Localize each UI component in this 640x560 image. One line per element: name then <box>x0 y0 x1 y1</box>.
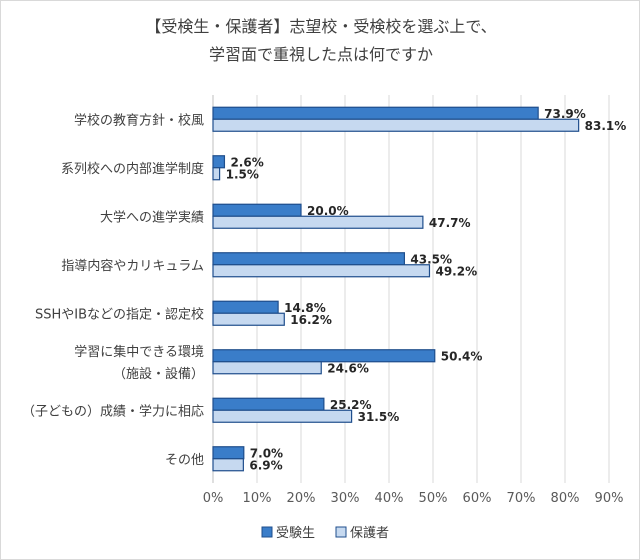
chart-title-line-2: 学習面で重視した点は何ですか <box>208 45 433 64</box>
bar-parent <box>212 264 431 278</box>
bar-student <box>212 397 325 411</box>
bar-parent <box>212 167 221 181</box>
bar-student <box>212 446 245 460</box>
x-tick-label: 0% <box>203 491 224 506</box>
data-labels: 73.9%83.1% 2.6%1.5% 20.0% 47.7% 43.5%49.2% 14… <box>226 107 627 473</box>
data-label: 16.2% <box>290 313 332 327</box>
legend-label: 保護者 <box>350 525 389 541</box>
category-label: SSHやIBなどの指定・認定校 <box>35 306 204 322</box>
bar-student <box>212 300 279 314</box>
x-tick-label: 60% <box>463 491 492 506</box>
x-tick-label: 70% <box>507 491 536 506</box>
data-label: 83.1% <box>585 119 627 133</box>
category-labels: 学校の教育方針・校風系列校への内部進学制度大学への進学実績指導内容やカリキュラム… <box>22 112 204 468</box>
bar-parent <box>212 458 244 472</box>
data-label: 50.4% <box>441 349 483 363</box>
bar-parent <box>212 409 353 423</box>
bar-parent <box>212 312 285 326</box>
data-label: 14.8% <box>284 301 326 315</box>
x-tick-label: 20% <box>287 491 316 506</box>
x-tick-label: 90% <box>595 491 624 506</box>
data-label: 24.6% <box>327 361 369 375</box>
x-tick-label: 30% <box>331 491 360 506</box>
bar-student <box>212 349 436 363</box>
x-tick-label: 10% <box>243 491 272 506</box>
chart-title-line-1: 【受検生・保護者】志望校・受検校を選ぶ上で、 <box>145 17 497 36</box>
legend-label: 受験生 <box>276 526 315 541</box>
category-label: 学習に集中できる環境 <box>74 344 204 360</box>
data-label: 73.9% <box>544 107 586 121</box>
data-label: 7.0% <box>250 446 283 460</box>
x-tick-label: 50% <box>419 491 448 506</box>
x-tick-labels: 0% 10% 20% 30% 40% 50% 60% 70% 80% 90% <box>203 491 624 506</box>
data-label: 6.9% <box>249 458 282 472</box>
bar-parent <box>212 118 580 132</box>
category-label: 大学への進学実績 <box>100 209 204 225</box>
bar-parent <box>212 215 424 229</box>
bar-student <box>212 252 405 266</box>
category-label: 指導内容やカリキュラム <box>61 258 204 274</box>
data-label: 2.6% <box>230 155 263 169</box>
data-label: 43.5% <box>410 252 452 266</box>
data-label: 47.7% <box>429 216 471 230</box>
data-label: 20.0% <box>307 204 349 218</box>
x-tick-label: 40% <box>375 491 404 506</box>
data-label: 1.5% <box>226 167 259 181</box>
legend: 受験生 保護者 <box>261 525 389 541</box>
legend-swatch <box>261 526 273 538</box>
legend-swatch <box>335 526 347 538</box>
bar-student <box>212 106 539 120</box>
category-label: （子どもの）成績・学力に相応 <box>22 403 204 419</box>
bar-parent <box>212 361 322 375</box>
category-label: （施設・設備） <box>113 366 204 382</box>
x-tick-label: 80% <box>551 491 580 506</box>
data-label: 31.5% <box>358 410 400 424</box>
bars <box>212 106 580 472</box>
gridlines <box>212 95 610 483</box>
bar-student <box>212 203 302 217</box>
category-label: その他 <box>165 453 204 468</box>
data-label: 25.2% <box>330 398 372 412</box>
data-label: 49.2% <box>435 264 477 278</box>
bar-student <box>212 155 226 169</box>
category-label: 系列校への内部進学制度 <box>61 161 204 177</box>
category-label: 学校の教育方針・校風 <box>74 112 204 128</box>
